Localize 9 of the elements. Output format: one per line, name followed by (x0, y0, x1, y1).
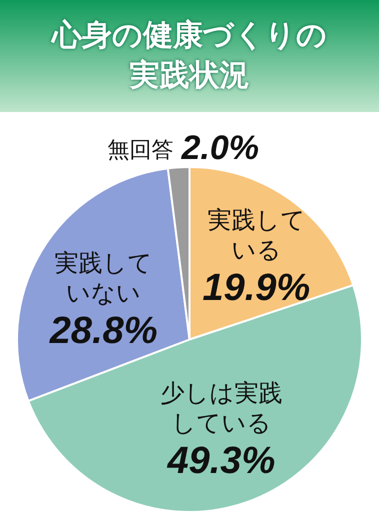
slice-label: 無回答 (108, 138, 174, 163)
slice-label: 少しは実践している (160, 378, 282, 437)
data-label: 19.9% (202, 267, 310, 310)
chart-title: 心身の健康づくりの実践状況 (50, 17, 328, 95)
data-label: 49.3% (166, 440, 276, 482)
data-label: 28.8% (48, 310, 158, 352)
slice-label: 実践している (207, 206, 306, 264)
slice-label: 実践していない (54, 249, 153, 308)
data-label: 2.0% (180, 129, 259, 167)
